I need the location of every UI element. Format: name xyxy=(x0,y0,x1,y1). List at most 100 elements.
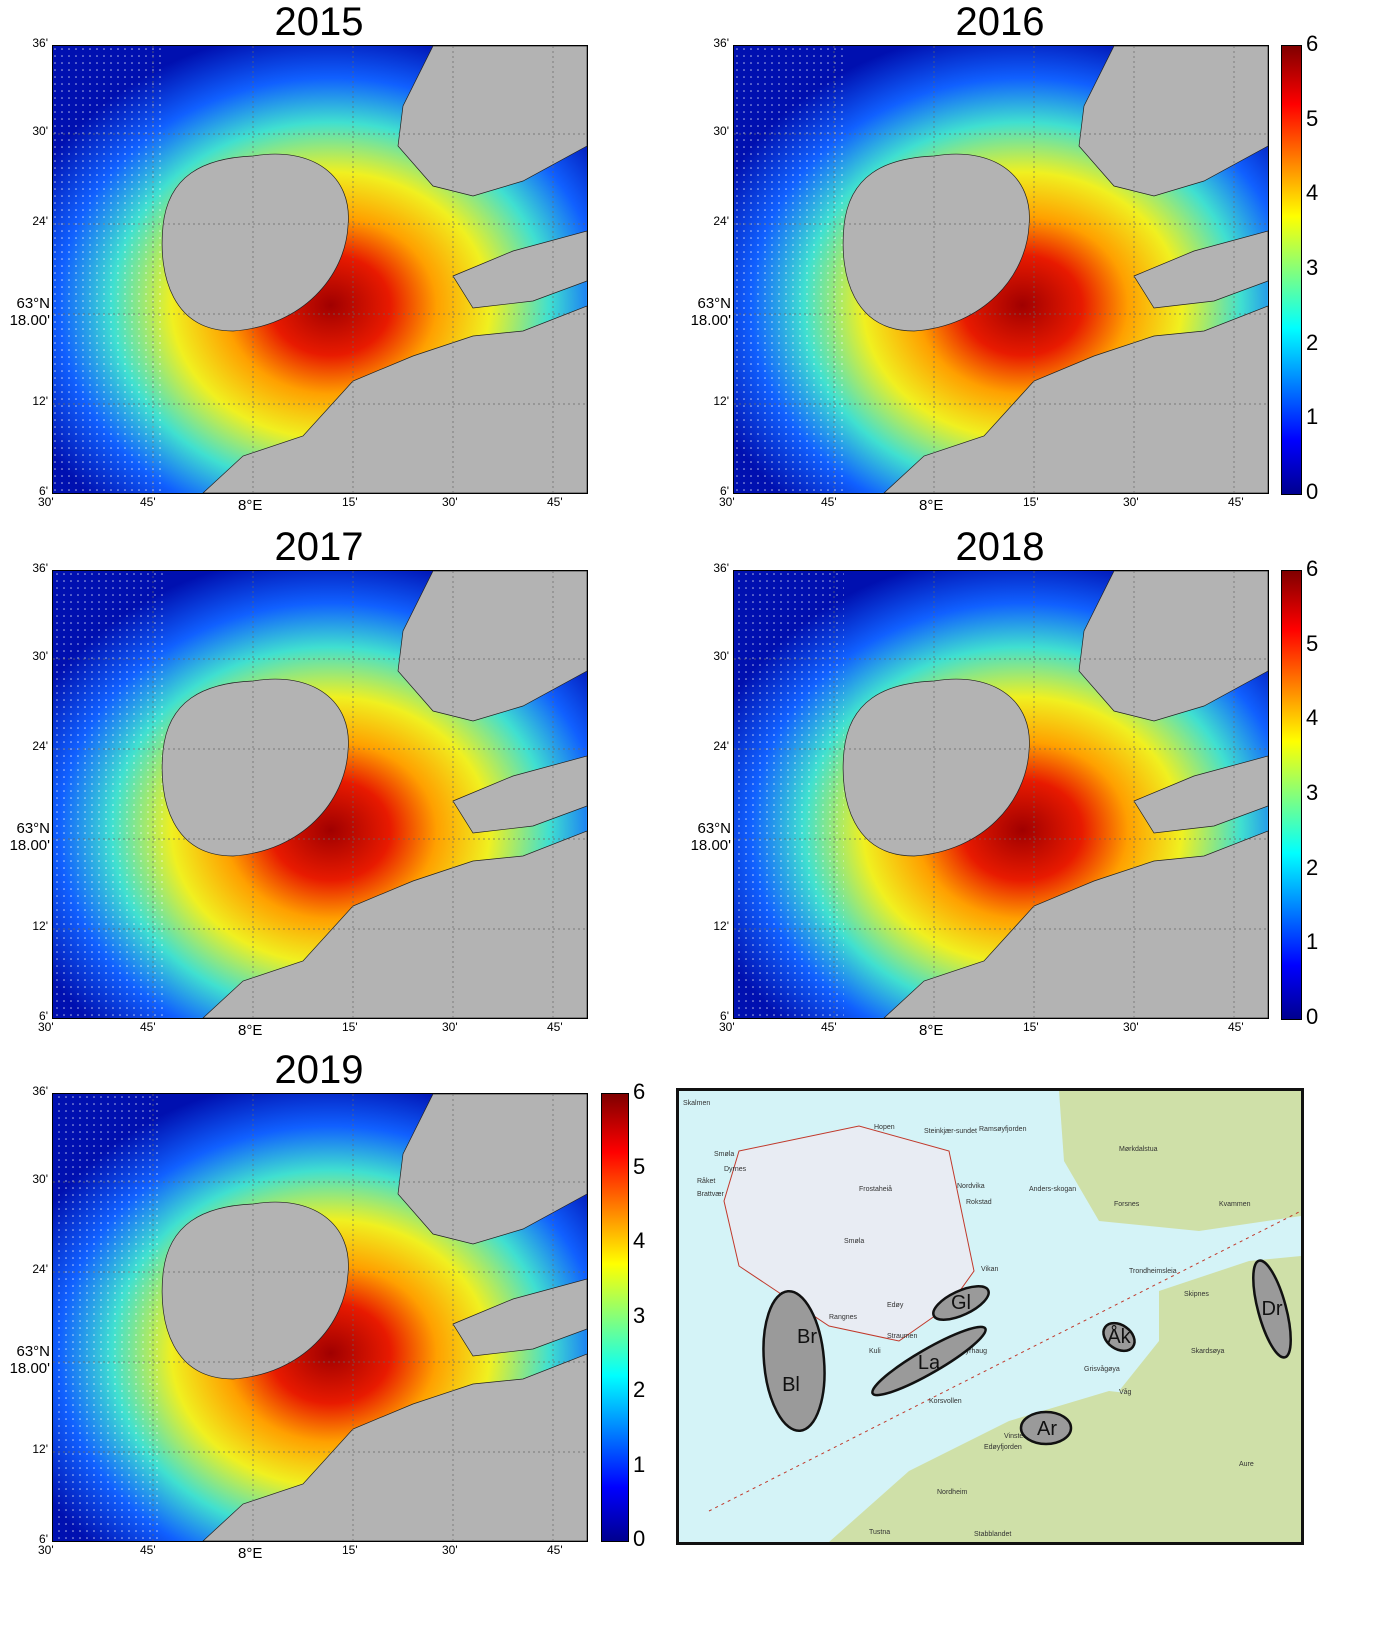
lon-center-label: 8°E xyxy=(919,1022,944,1039)
lon-tick-label: 45' xyxy=(547,1543,563,1557)
lat-tick-label: 30' xyxy=(32,124,48,138)
colorbar-tick-label: 1 xyxy=(1306,929,1319,955)
lon-tick-label: 30' xyxy=(1123,1020,1139,1034)
lat-tick-label: 30' xyxy=(713,124,729,138)
land-mainland-south xyxy=(202,830,587,1018)
study-area-label: Dr xyxy=(1261,1298,1282,1320)
lat-tick-label: 12' xyxy=(713,919,729,933)
lat-tick-label: 24' xyxy=(713,739,729,753)
lat-tick-label: 24' xyxy=(32,214,48,228)
land-east xyxy=(452,1278,587,1357)
place-label: Edøy xyxy=(887,1302,904,1309)
place-label: Straumen xyxy=(887,1333,917,1340)
land-east xyxy=(452,230,587,309)
lon-tick-label: 45' xyxy=(140,495,156,509)
lat-tick-label: 36' xyxy=(32,36,48,50)
lon-tick-label: 30' xyxy=(38,495,54,509)
lat-tick-label: 12' xyxy=(32,919,48,933)
place-label: Edøyfjorden xyxy=(984,1444,1022,1451)
lon-tick-label: 45' xyxy=(821,495,837,509)
place-label: Korsvollen xyxy=(929,1398,962,1405)
lat-tick-label: 12' xyxy=(713,394,729,408)
lon-center-label: 8°E xyxy=(238,1022,263,1039)
place-label: Vinsternes xyxy=(1004,1433,1037,1440)
heatmap-panel-2019 xyxy=(52,1093,588,1542)
study-area-ellipse xyxy=(762,1289,826,1433)
sparse-data-speckle xyxy=(734,46,844,493)
study-area-label: Gl xyxy=(951,1292,971,1314)
panel-title: 2017 xyxy=(274,525,364,569)
graticule xyxy=(53,571,587,1018)
place-label: Kvammen xyxy=(1219,1201,1251,1208)
lon-tick-label: 45' xyxy=(821,1020,837,1034)
sparse-data-speckle xyxy=(53,571,163,1018)
smola-island xyxy=(723,1125,975,1342)
place-label: Stabblandet xyxy=(974,1531,1011,1538)
land-smola xyxy=(161,678,349,857)
place-label: Skardsøya xyxy=(1191,1348,1225,1355)
land-east xyxy=(1133,230,1268,309)
lat-tick-label: 12' xyxy=(32,394,48,408)
lat-deg: 63°N xyxy=(697,820,731,837)
land-smola xyxy=(161,1201,349,1380)
place-label: Skalmen xyxy=(683,1100,710,1107)
colorbar-tick-label: 5 xyxy=(1306,630,1319,656)
lat-tick-label: 6' xyxy=(720,484,729,498)
lat-tick-label: 30' xyxy=(713,649,729,663)
lon-tick-label: 30' xyxy=(719,1020,735,1034)
boundary-line xyxy=(708,1210,1301,1512)
lat-tick-label: 36' xyxy=(713,561,729,575)
lon-center-label: 8°E xyxy=(238,497,263,514)
lat-tick-label: 36' xyxy=(32,1084,48,1098)
lon-tick-label: 30' xyxy=(442,1020,458,1034)
lat-tick-label: 30' xyxy=(32,1172,48,1186)
study-area-ellipse xyxy=(871,1325,987,1397)
colorbar-tick-label: 6 xyxy=(1306,556,1319,581)
lat-tick-label: 12' xyxy=(32,1442,48,1456)
land-mainland-south xyxy=(202,1353,587,1541)
study-area-label: Bl xyxy=(782,1374,800,1396)
study-area-label: Ar xyxy=(1037,1418,1057,1440)
colorbar-tick-label: 5 xyxy=(633,1153,646,1179)
colorbar-tick-label: 4 xyxy=(633,1228,646,1253)
lat-center-label: 63°N 18.00' xyxy=(681,820,731,854)
lon-tick-label: 30' xyxy=(1123,495,1139,509)
study-area-ellipse xyxy=(1252,1259,1292,1359)
colorbar-tick-label: 3 xyxy=(1306,255,1319,280)
mainland-north xyxy=(1059,1091,1301,1231)
colorbar-tick-label: 1 xyxy=(633,1451,646,1477)
place-label: Forsnes xyxy=(1114,1201,1140,1208)
colorbar-tick-label: 1 xyxy=(1306,404,1319,430)
place-label: Hopen xyxy=(874,1124,895,1131)
place-label: Kuli xyxy=(869,1348,881,1355)
lon-tick-label: 30' xyxy=(719,495,735,509)
land-east xyxy=(1133,755,1268,834)
land-smola xyxy=(161,153,349,332)
place-label: Rangnes xyxy=(829,1314,858,1321)
study-area-ellipse xyxy=(1102,1321,1136,1353)
colorbar-tick-label: 3 xyxy=(633,1302,646,1328)
lat-tick-label: 36' xyxy=(32,561,48,575)
land-mainland-north xyxy=(397,571,587,722)
lat-tick-label: 24' xyxy=(713,214,729,228)
colorbar xyxy=(601,1093,629,1542)
colorbar-tick-label: 0 xyxy=(1306,479,1319,504)
graticule xyxy=(734,571,1268,1018)
colorbar-tick-label: 6 xyxy=(1306,31,1319,56)
place-label: Dyrnes xyxy=(724,1166,747,1173)
panel-title: 2018 xyxy=(955,525,1045,569)
lat-center-label: 63°N 18.00' xyxy=(0,820,50,854)
colorbar-tick-label: 6 xyxy=(633,1079,646,1104)
place-label: Tustna xyxy=(869,1529,890,1536)
graticule xyxy=(53,1094,587,1541)
lon-tick-label: 45' xyxy=(547,1020,563,1034)
study-area-label: Br xyxy=(797,1326,817,1348)
graticule xyxy=(53,46,587,493)
land-mainland-north xyxy=(1078,571,1268,722)
colorbar-tick-label: 0 xyxy=(633,1526,646,1551)
lon-tick-label: 15' xyxy=(342,1020,358,1034)
lat-center-label: 63°N 18.00' xyxy=(0,295,50,329)
lat-center-label: 63°N 18.00' xyxy=(0,1343,50,1377)
lat-min: 18.00' xyxy=(690,837,731,854)
place-label: Kyrhaug xyxy=(961,1348,987,1355)
